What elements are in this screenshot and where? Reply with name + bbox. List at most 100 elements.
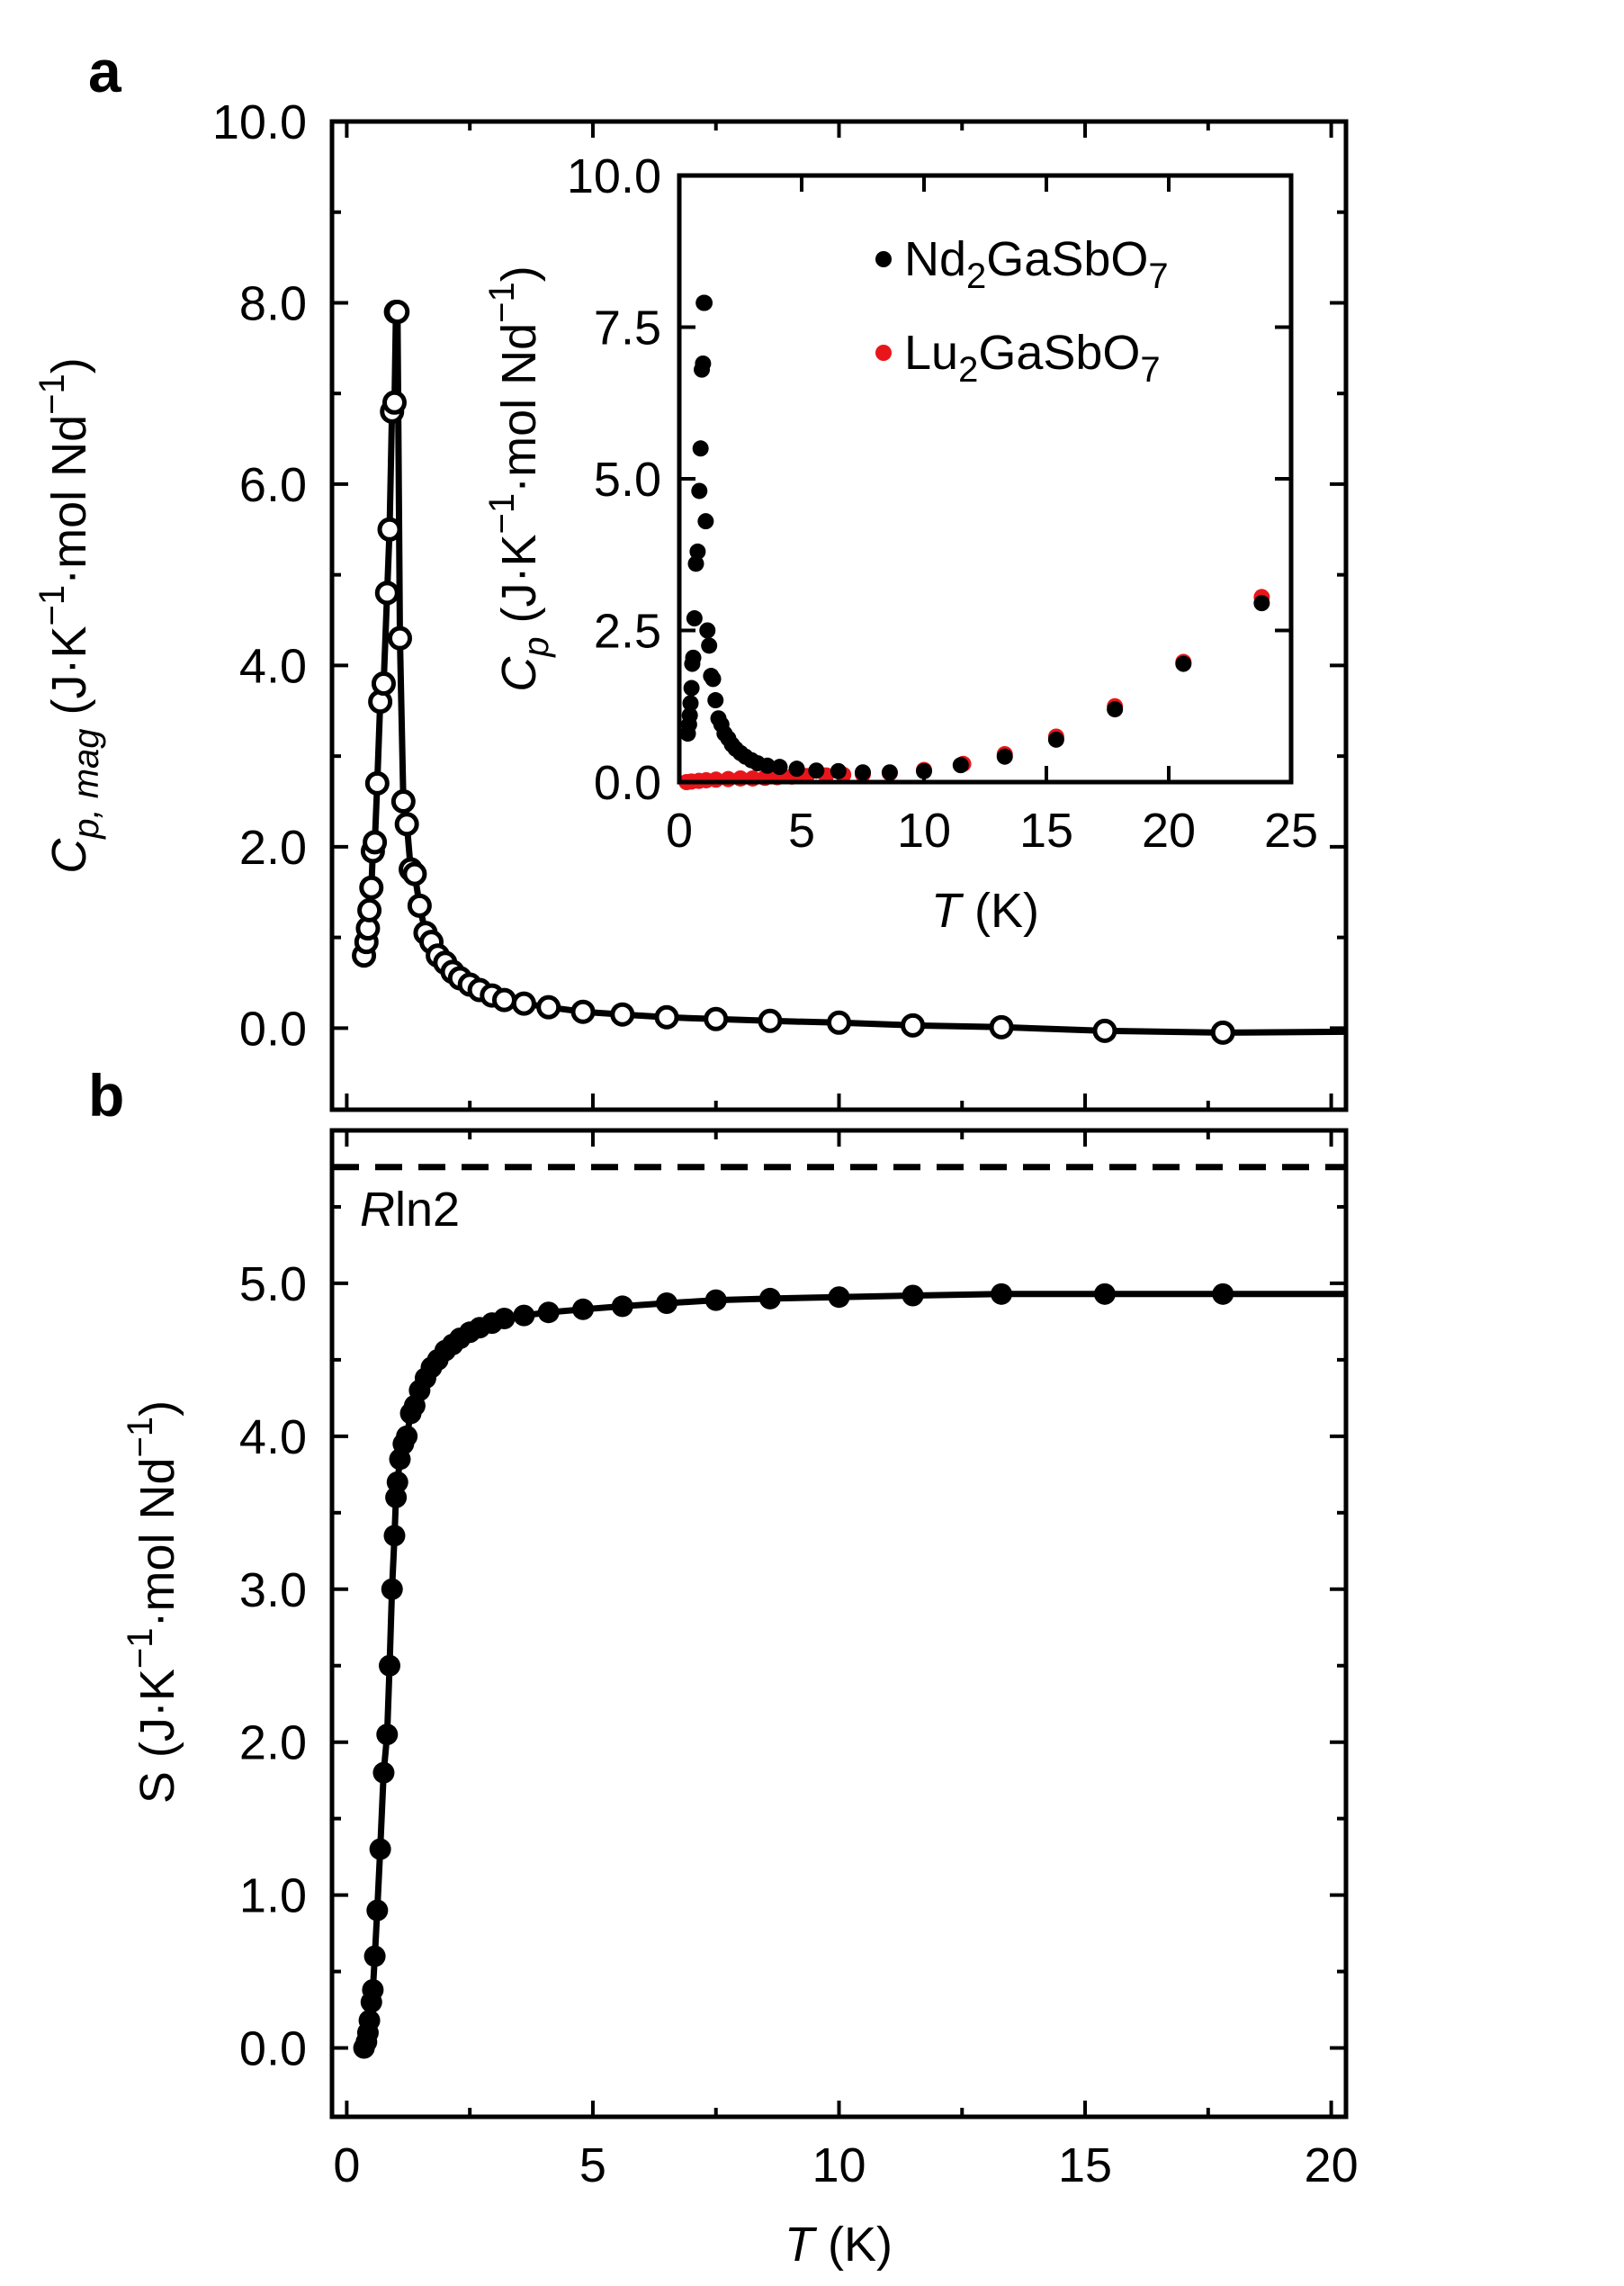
inset-xtick-label: 20 <box>1142 804 1196 858</box>
inset-point-Nd2GaSbO7 <box>1175 655 1192 672</box>
inset-point-Nd2GaSbO7 <box>692 440 709 457</box>
panel-b-point <box>372 1761 395 1784</box>
inset-point-Nd2GaSbO7 <box>855 764 871 781</box>
inset-legend: Nd2GaSbO7 Lu2GaSbO7 <box>875 232 1169 390</box>
panel-a-point <box>570 999 596 1024</box>
panel-b-xlabel-symbol: T <box>785 2218 818 2272</box>
inset-point-Nd2GaSbO7 <box>699 622 716 639</box>
panel-b-point <box>1093 1282 1116 1305</box>
inset-point-Nd2GaSbO7 <box>683 680 700 697</box>
rln2-label: Rln2 <box>360 1183 460 1237</box>
panel-b-ytick-label: 1.0 <box>239 1869 307 1923</box>
panel-a-ylabel-unit-b: ·mol Nd <box>42 415 96 585</box>
panel-a-point <box>390 789 416 814</box>
panel-a-point <box>758 1008 783 1033</box>
panel-b-point <box>537 1301 560 1324</box>
panel-b-point <box>902 1284 924 1307</box>
panel-a-point <box>536 994 561 1020</box>
panel-b-point <box>381 1578 403 1600</box>
panel-a-point <box>359 875 384 900</box>
legend-label-nd: Nd2GaSbO7 <box>904 232 1169 296</box>
panel-b-point <box>358 2009 381 2031</box>
panel-b-frame <box>329 1128 1349 2120</box>
panel-b-point <box>828 1286 850 1309</box>
inset-point-Nd2GaSbO7 <box>685 649 702 666</box>
panel-a-ylabel: Cp, mag (J·K−1·mol Nd−1) <box>32 357 106 874</box>
panel-b-point <box>369 1838 391 1860</box>
panel-a-point <box>371 671 396 697</box>
inset-point-Nd2GaSbO7 <box>788 760 805 778</box>
panel-b-data <box>332 1164 1346 2059</box>
inset-point-Nd2GaSbO7 <box>689 543 706 560</box>
inset-xtick-label: 0 <box>666 804 693 858</box>
legend-label-lu: Lu2GaSbO7 <box>904 326 1161 390</box>
inset-ylabel: Cp (J·K−1·mol Nd−1) <box>482 266 556 691</box>
inset-xtick-label: 10 <box>897 804 951 858</box>
rln2-rest: ln2 <box>395 1183 460 1237</box>
panel-a-point <box>374 580 399 606</box>
panel-a-ytick-label: 4.0 <box>239 639 307 693</box>
inset-plot: 0 5 10 15 20 250.02.55.07.510.0 Cp (J·K−1·mol… <box>482 149 1318 938</box>
inset-point-Nd2GaSbO7 <box>996 748 1013 765</box>
panel-b-point <box>493 1308 516 1330</box>
panel-a-ytick-label: 8.0 <box>239 276 307 330</box>
legend-marker-nd <box>875 251 892 267</box>
panel-b-xtick-label: 0 <box>333 2138 360 2192</box>
panel-a-ytick-label: 10.0 <box>212 95 307 149</box>
panel-a-ytick-label: 6.0 <box>239 458 307 512</box>
panel-a-ylabel-subscript: p, mag <box>67 728 106 839</box>
panel-a-label: a <box>88 38 122 104</box>
panel-b-point <box>1212 1282 1234 1305</box>
inset-point-Nd2GaSbO7 <box>686 610 703 627</box>
panel-a-point <box>827 1010 851 1035</box>
panel-a-point <box>491 987 516 1012</box>
panel-b-xtick-label: 10 <box>812 2138 866 2192</box>
inset-point-Nd2GaSbO7 <box>808 762 825 779</box>
panel-a-ylabel-sup: −1 <box>32 585 72 626</box>
panel-a-ylabel-sup2: −1 <box>32 374 72 415</box>
panel-a-point <box>901 1012 926 1038</box>
inset-point-Nd2GaSbO7 <box>830 762 847 779</box>
inset-ylabel-symbol: C <box>492 656 546 692</box>
inset-xlabel-symbol: T <box>931 884 965 938</box>
panel-a-ytick-label: 0.0 <box>239 1002 307 1056</box>
panel-b-point <box>383 1525 406 1547</box>
panel-b-xtick-label: 15 <box>1058 2138 1112 2192</box>
inset-frame <box>677 173 1294 785</box>
panel-b-xtick-label: 20 <box>1305 2138 1359 2192</box>
panel-b-line <box>361 1291 1346 2049</box>
inset-point-Nd2GaSbO7 <box>881 764 898 781</box>
panel-a-ytick-label: 2.0 <box>239 821 307 875</box>
panel-a-point <box>989 1014 1014 1040</box>
panel-a-point <box>385 300 410 325</box>
inset-ytick-label: 10.0 <box>567 149 661 203</box>
inset-point-Nd2GaSbO7 <box>682 695 699 712</box>
inset-ylabel-unit-b: ·mol Nd <box>492 323 546 493</box>
panel-a-ylabel-close: ) <box>42 357 96 374</box>
inset-xlabel: T (K) <box>931 884 1039 938</box>
inset-point-Nd2GaSbO7 <box>701 637 718 654</box>
panel-b-xlabel-unit: (K) <box>814 2218 893 2272</box>
panel-a-ylabel-unit-a: (J·K <box>42 626 96 728</box>
panel-b-label: b <box>88 1062 124 1129</box>
inset-point-Nd2GaSbO7 <box>1253 595 1270 612</box>
panel-b-point <box>611 1295 633 1318</box>
panel-a-point <box>381 390 407 415</box>
panel-a-data <box>352 300 1347 1045</box>
panel-b-ylabel: S (J·K−1·mol Nd−1) <box>121 1400 184 1804</box>
panel-a-point <box>654 1004 679 1030</box>
inset-point-Nd2GaSbO7 <box>695 355 712 372</box>
inset-point-Nd2GaSbO7 <box>707 692 724 709</box>
panel-b-point <box>376 1724 399 1746</box>
inset-ytick-label: 2.5 <box>594 605 661 659</box>
inset-point-Nd2GaSbO7 <box>681 706 698 724</box>
inset-point-Nd2GaSbO7 <box>687 555 704 572</box>
panel-b-point <box>704 1289 727 1311</box>
inset-point-Nd2GaSbO7 <box>1107 701 1124 718</box>
inset-point-Nd2GaSbO7 <box>916 762 932 779</box>
panel-b-tick-labels: 0 5 10 15 20 0.0 1.0 2.0 3.0 4.0 5.0 <box>239 1257 1359 2192</box>
panel-b-point <box>758 1287 781 1310</box>
panel-b-ylabel-symbol: S <box>130 1771 184 1804</box>
panel-b-ylabel-sup2: −1 <box>121 1417 160 1458</box>
